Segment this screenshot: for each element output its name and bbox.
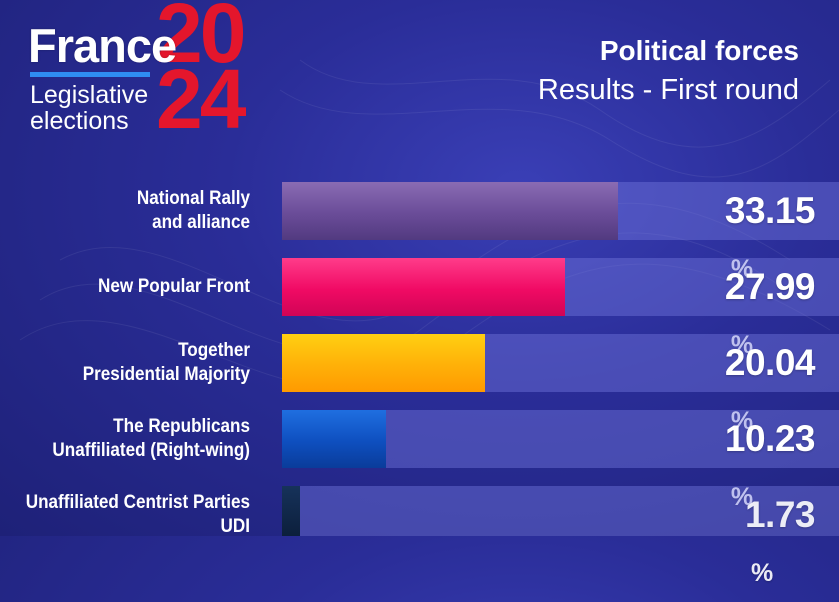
category-label-line: The Republicans — [113, 416, 250, 437]
category-label-line: National Rally — [136, 188, 250, 209]
category-label-line: Together — [178, 340, 250, 361]
category-label-line: Unaffiliated (Right-wing) — [52, 440, 250, 461]
data-label-unit: % — [730, 331, 754, 359]
logo-subtitle-line1: Legislative — [30, 81, 149, 109]
category-label: New Popular Front — [25, 275, 250, 299]
data-label-value: 33.15 — [724, 190, 816, 231]
data-label-value: 1.73 — [744, 494, 816, 535]
data-label: 33.15% — [724, 182, 816, 283]
chart-heading: Political forces Results - First round — [538, 34, 799, 110]
category-label-line: UDI — [220, 516, 250, 537]
data-label-value: 20.04 — [724, 342, 816, 383]
chart-subtitle: Results - First round — [537, 74, 799, 106]
logo-subtitle: Legislative elections — [30, 82, 148, 134]
data-label-unit: % — [730, 483, 754, 511]
category-label: The Republicans Unaffiliated (Right-wing) — [25, 415, 250, 463]
logo-year-bottom: 24 — [156, 52, 246, 146]
data-label-value: 10.23 — [724, 418, 816, 459]
category-label: Together Presidential Majority — [25, 339, 250, 387]
bar — [282, 334, 485, 392]
data-label: 20.04% — [724, 334, 816, 435]
category-label: Unaffiliated Centrist Parties UDI — [25, 491, 250, 539]
data-label: 1.73% — [744, 486, 816, 587]
bar — [282, 182, 618, 240]
category-label-line: New Popular Front — [97, 276, 250, 297]
data-label-unit: % — [730, 255, 754, 283]
logo-subtitle-line2: elections — [30, 107, 129, 135]
category-label: National Rally and alliance — [25, 187, 250, 235]
data-label: 10.23% — [724, 410, 816, 511]
bar-chart: National Rally and alliance 33.15% New Popu… — [25, 182, 839, 587]
chart-title: Political forces — [599, 35, 799, 66]
bar — [282, 410, 386, 468]
category-label-line: Unaffiliated Centrist Parties — [25, 492, 250, 513]
category-label-line: and alliance — [152, 212, 250, 233]
data-label-unit: % — [730, 407, 754, 435]
bar — [282, 486, 300, 536]
logo-underline — [30, 72, 150, 77]
data-label: 27.99% — [724, 258, 816, 359]
logo-year-top: 20 — [156, 0, 246, 80]
bar-track — [282, 486, 839, 536]
bar — [282, 258, 565, 316]
data-label-value: 27.99 — [724, 266, 816, 307]
category-label-line: Presidential Majority — [82, 364, 250, 385]
logo-brand: France — [28, 19, 177, 72]
france-2024-logo: 20 24 France Legislative elections — [0, 0, 300, 160]
logo-year: 20 24 — [156, 0, 280, 146]
data-label-unit: % — [750, 559, 774, 587]
